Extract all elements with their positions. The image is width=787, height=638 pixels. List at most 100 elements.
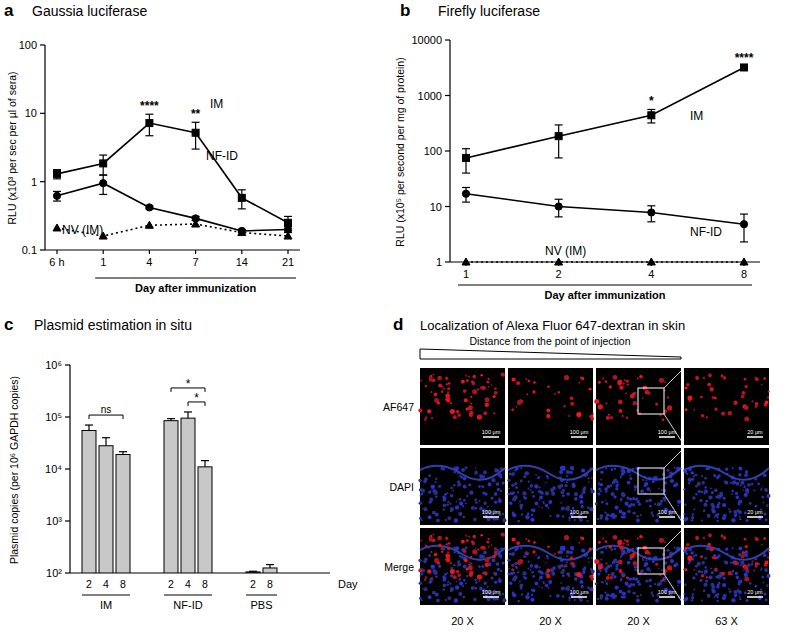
dextran-signal <box>619 385 623 389</box>
dextran-signal <box>429 377 434 382</box>
nucleus <box>456 581 458 583</box>
nucleus <box>475 547 477 549</box>
nucleus <box>692 514 694 516</box>
dextran-signal <box>706 576 708 578</box>
nucleus <box>722 583 726 587</box>
nucleus <box>454 564 456 566</box>
nucleus <box>765 519 767 521</box>
nucleus <box>652 514 654 516</box>
dextran-signal <box>465 535 467 537</box>
nucleus <box>605 570 607 572</box>
dextran-signal <box>659 574 661 576</box>
nucleus <box>685 597 688 600</box>
nucleus <box>454 598 458 602</box>
nucleus <box>551 489 553 491</box>
bar <box>164 421 178 573</box>
dextran-signal <box>706 416 708 418</box>
nucleus <box>712 509 716 513</box>
nucleus <box>528 568 530 570</box>
nucleus <box>574 577 578 581</box>
nucleus <box>535 474 537 476</box>
nucleus <box>718 496 721 499</box>
error-stem <box>558 125 559 158</box>
nucleus <box>723 514 727 518</box>
dextran-signal <box>447 387 450 390</box>
nucleus <box>487 506 489 508</box>
y-tick <box>445 150 450 151</box>
nucleus <box>509 552 511 554</box>
dextran-signal <box>430 535 433 538</box>
nucleus <box>755 585 758 588</box>
nucleus <box>484 501 487 504</box>
error-cap <box>555 124 563 125</box>
nucleus <box>691 599 694 602</box>
dextran-signal <box>450 409 455 414</box>
nucleus <box>463 516 466 519</box>
error-cap <box>647 221 655 222</box>
dextran-signal <box>483 571 487 575</box>
error-bar <box>99 155 107 175</box>
nucleus <box>621 516 624 519</box>
nucleus <box>547 587 549 589</box>
nucleus <box>447 516 451 520</box>
nucleus <box>522 491 526 495</box>
dextran-signal <box>466 539 469 542</box>
y-tick-label: 1 <box>436 256 442 268</box>
nucleus <box>646 567 650 571</box>
dextran-signal <box>493 412 495 414</box>
dextran-signal <box>625 392 627 394</box>
nucleus <box>692 594 694 596</box>
plot-area <box>462 64 748 265</box>
nucleus <box>528 561 530 563</box>
nucleus <box>667 549 670 552</box>
dextran-signal <box>461 540 465 544</box>
zoom-line <box>664 574 684 605</box>
nucleus <box>605 580 607 582</box>
nucleus <box>419 517 421 519</box>
dextran-signal <box>755 565 758 568</box>
nucleus <box>649 570 651 572</box>
x-axis: 6 h1471421Day after immunization <box>45 250 300 294</box>
column-label: 20 X <box>627 615 650 627</box>
dextran-signal <box>755 537 759 541</box>
nucleus <box>738 499 742 503</box>
dextran-signal <box>468 565 473 570</box>
nucleus <box>456 501 458 503</box>
nucleus <box>458 563 461 566</box>
nucleus <box>566 550 570 554</box>
micrograph: 100 μm <box>507 448 594 525</box>
nucleus <box>734 513 738 517</box>
nucleus <box>488 482 491 485</box>
nucleus <box>706 468 708 470</box>
nucleus <box>597 598 599 600</box>
dextran-signal <box>434 393 438 397</box>
dextran-signal <box>633 401 638 406</box>
x-tick-label: 21 <box>282 256 294 268</box>
nucleus <box>734 595 736 597</box>
nucleus <box>610 484 613 487</box>
dextran-signal <box>707 383 711 387</box>
group-label: IM <box>100 599 112 611</box>
dextran-signal <box>637 378 639 380</box>
dextran-signal <box>667 405 672 410</box>
x-tick-label: 4 <box>103 578 109 590</box>
nucleus <box>539 576 543 580</box>
nucleus <box>463 485 467 489</box>
nucleus <box>459 502 463 506</box>
nucleus <box>496 562 500 566</box>
nucleus <box>734 593 738 597</box>
dextran-signal <box>744 577 749 582</box>
nucleus <box>508 568 510 570</box>
nucleus <box>549 595 551 597</box>
nucleus <box>468 484 471 487</box>
dextran-signal <box>592 413 594 415</box>
marker <box>100 180 107 187</box>
nucleus <box>443 504 447 508</box>
row-label: DAPI <box>389 481 414 493</box>
dextran-signal <box>625 552 627 554</box>
nucleus <box>588 481 590 483</box>
dextran-signal <box>517 560 522 565</box>
dextran-signal <box>471 540 474 543</box>
marker <box>145 221 153 228</box>
nucleus <box>454 518 458 522</box>
